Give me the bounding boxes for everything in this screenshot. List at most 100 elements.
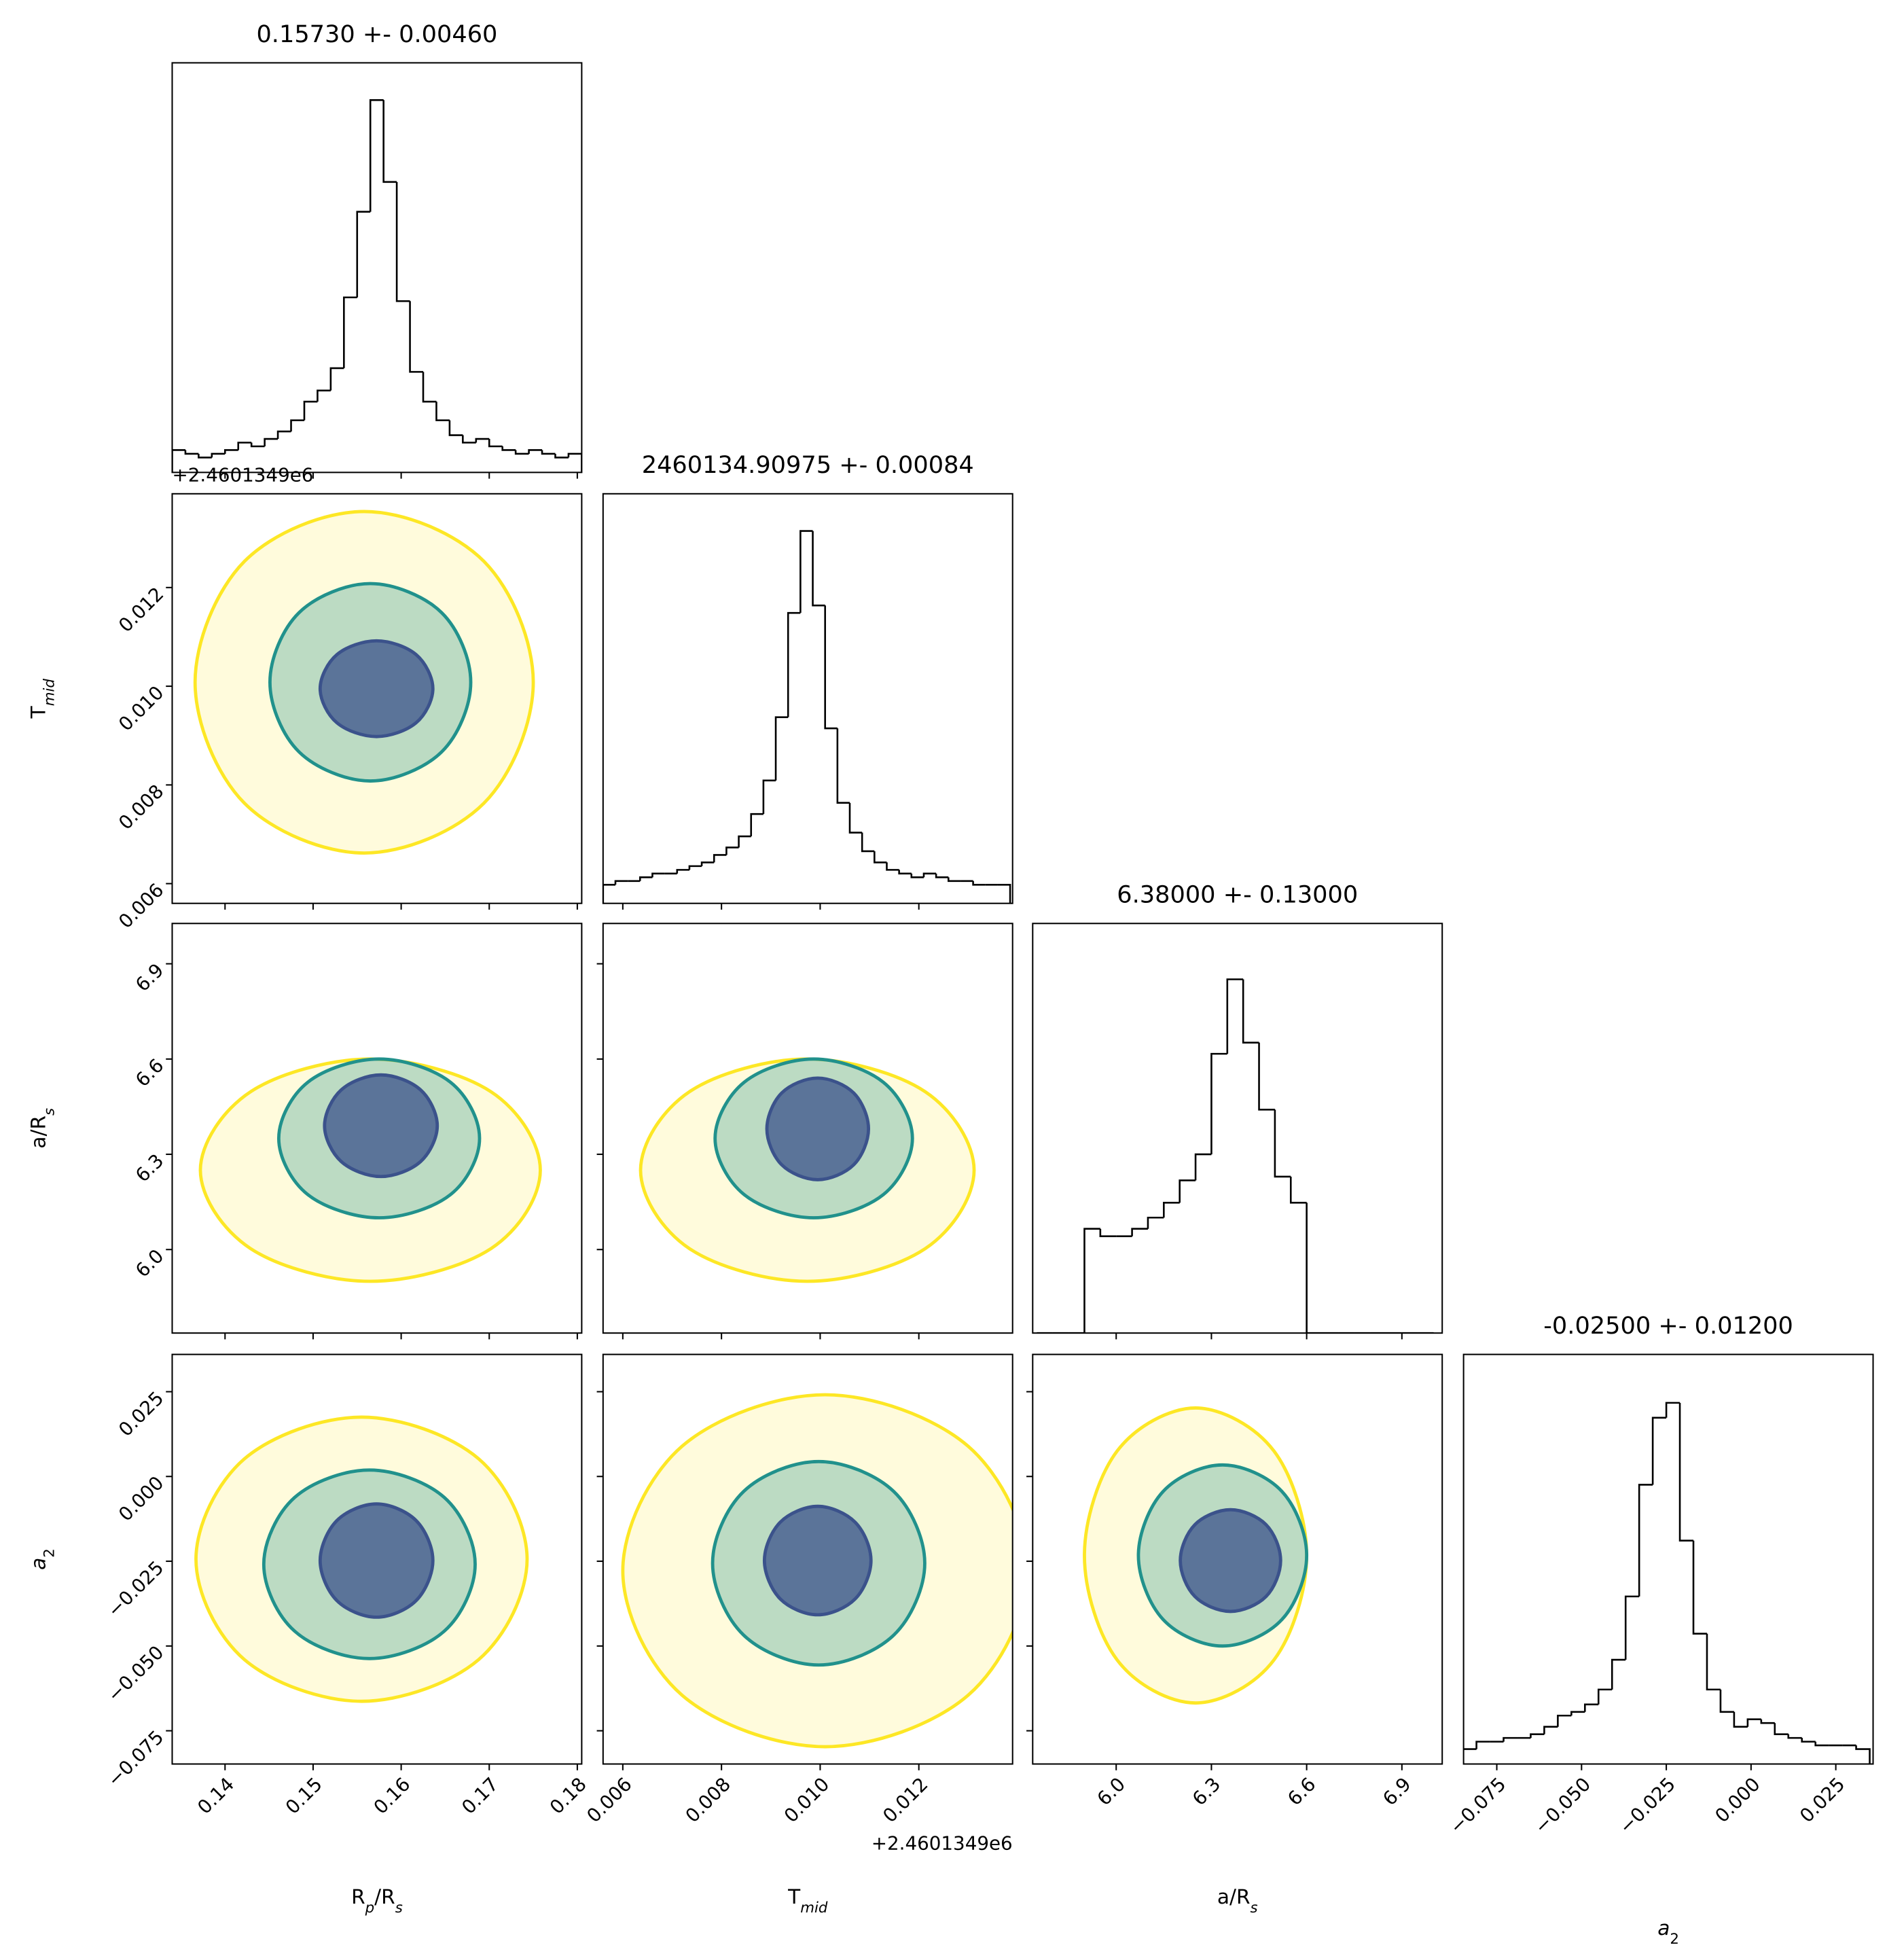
histogram-step xyxy=(1665,1402,1681,1418)
histogram-step xyxy=(514,450,529,455)
histogram-step xyxy=(1584,1703,1599,1712)
histogram-step xyxy=(1638,1484,1653,1597)
histogram-step xyxy=(264,438,278,446)
histogram-step xyxy=(1801,1738,1816,1743)
histogram-step xyxy=(713,854,727,863)
axis-label-part: s xyxy=(1251,1899,1258,1916)
histogram-step xyxy=(861,832,875,853)
panel-plot xyxy=(193,510,535,855)
panel-title: 6.38000 +- 0.13000 xyxy=(1117,881,1358,909)
axis-label: a2 xyxy=(27,1548,58,1570)
histogram-step xyxy=(614,880,628,885)
histogram-step xyxy=(1131,1228,1148,1236)
histogram-step xyxy=(639,876,653,881)
panel-plot xyxy=(639,1057,976,1283)
histogram-step xyxy=(750,813,763,837)
histogram-step xyxy=(1760,1719,1775,1724)
histogram-step xyxy=(1557,1714,1572,1727)
histogram-step xyxy=(1855,1745,1871,1764)
histogram-step xyxy=(172,449,185,473)
panel-plot xyxy=(194,1415,529,1703)
panel-frame xyxy=(1032,1353,1443,1765)
histogram-step xyxy=(1787,1734,1802,1739)
panel-plot xyxy=(172,99,582,473)
histogram-step xyxy=(395,181,410,302)
panel-plot xyxy=(1037,978,1434,1334)
histogram-step xyxy=(1733,1711,1748,1728)
histogram-step xyxy=(409,301,424,373)
panel-frame xyxy=(1032,923,1443,1334)
histogram-step xyxy=(886,862,899,871)
histogram-step xyxy=(541,450,556,455)
contour-level xyxy=(1179,1508,1282,1614)
histogram-step xyxy=(1570,1711,1585,1716)
axis-label-part: mid xyxy=(800,1899,828,1916)
histogram-step xyxy=(448,420,463,436)
histogram-step xyxy=(1242,979,1259,1044)
axis-label: Tmid xyxy=(27,679,58,719)
panel-plot xyxy=(1083,1406,1309,1705)
histogram-step xyxy=(799,530,813,613)
panel-plot xyxy=(603,530,1011,904)
histogram-step xyxy=(1289,1176,1307,1204)
histogram-step xyxy=(1306,1202,1323,1334)
histogram-step xyxy=(935,873,949,878)
panel-frame xyxy=(1462,1353,1874,1765)
histogram-step xyxy=(725,847,739,855)
histogram-step xyxy=(290,419,304,432)
histogram-step xyxy=(1258,1042,1275,1111)
histogram-step xyxy=(1814,1741,1829,1747)
histogram-step xyxy=(462,435,476,444)
histogram-step xyxy=(1530,1733,1545,1739)
axis-label: a2 xyxy=(1657,1917,1679,1948)
axis-label-part: /R xyxy=(374,1885,395,1908)
panel-frame xyxy=(171,493,583,904)
axis-label-part: mid xyxy=(41,679,58,707)
axis-label-part: p xyxy=(365,1899,375,1916)
histogram-step xyxy=(567,452,582,473)
histogram-step xyxy=(1719,1689,1734,1713)
histogram-step xyxy=(947,877,961,883)
axis-label: a/Rs xyxy=(1217,1885,1258,1917)
panel-frame xyxy=(602,923,1013,1334)
histogram-step xyxy=(910,873,924,878)
histogram-step xyxy=(774,716,789,781)
histogram-step xyxy=(554,453,569,459)
histogram-step xyxy=(475,438,490,443)
histogram-step xyxy=(1746,1718,1761,1727)
histogram-step xyxy=(237,442,252,450)
histogram-step xyxy=(787,611,801,717)
panel-title: 2460134.90975 +- 0.00084 xyxy=(642,451,974,479)
histogram-step xyxy=(1651,1416,1667,1485)
histogram-step xyxy=(738,835,751,848)
histogram-step xyxy=(303,400,318,421)
axis-label-part: s xyxy=(395,1899,403,1916)
histogram-step xyxy=(1503,1736,1517,1742)
histogram-step xyxy=(1210,1052,1227,1155)
histogram-step xyxy=(836,728,850,804)
histogram-step xyxy=(1274,1109,1291,1178)
histogram-step xyxy=(922,872,937,878)
axis-label-part: T xyxy=(787,1885,801,1908)
panel-frame xyxy=(602,1353,1013,1765)
histogram-step xyxy=(603,883,615,904)
panel-frame xyxy=(171,1353,583,1765)
histogram-step xyxy=(223,449,238,454)
histogram-step xyxy=(1611,1658,1626,1690)
histogram-step xyxy=(651,872,665,878)
contour-level xyxy=(318,1502,435,1619)
histogram-step xyxy=(184,450,199,455)
histogram-step xyxy=(369,99,384,212)
histogram-step xyxy=(688,865,702,870)
panel-plot xyxy=(621,1393,1013,1749)
histogram-step xyxy=(1226,978,1244,1054)
panel-frame xyxy=(602,493,1013,904)
histogram-step xyxy=(382,100,397,183)
histogram-step xyxy=(874,851,887,863)
histogram-step xyxy=(343,296,357,368)
axis-label-part: a/R xyxy=(1217,1885,1251,1908)
histogram-step xyxy=(329,367,344,391)
y-offset-text: +2.4601349e6 xyxy=(172,463,313,486)
